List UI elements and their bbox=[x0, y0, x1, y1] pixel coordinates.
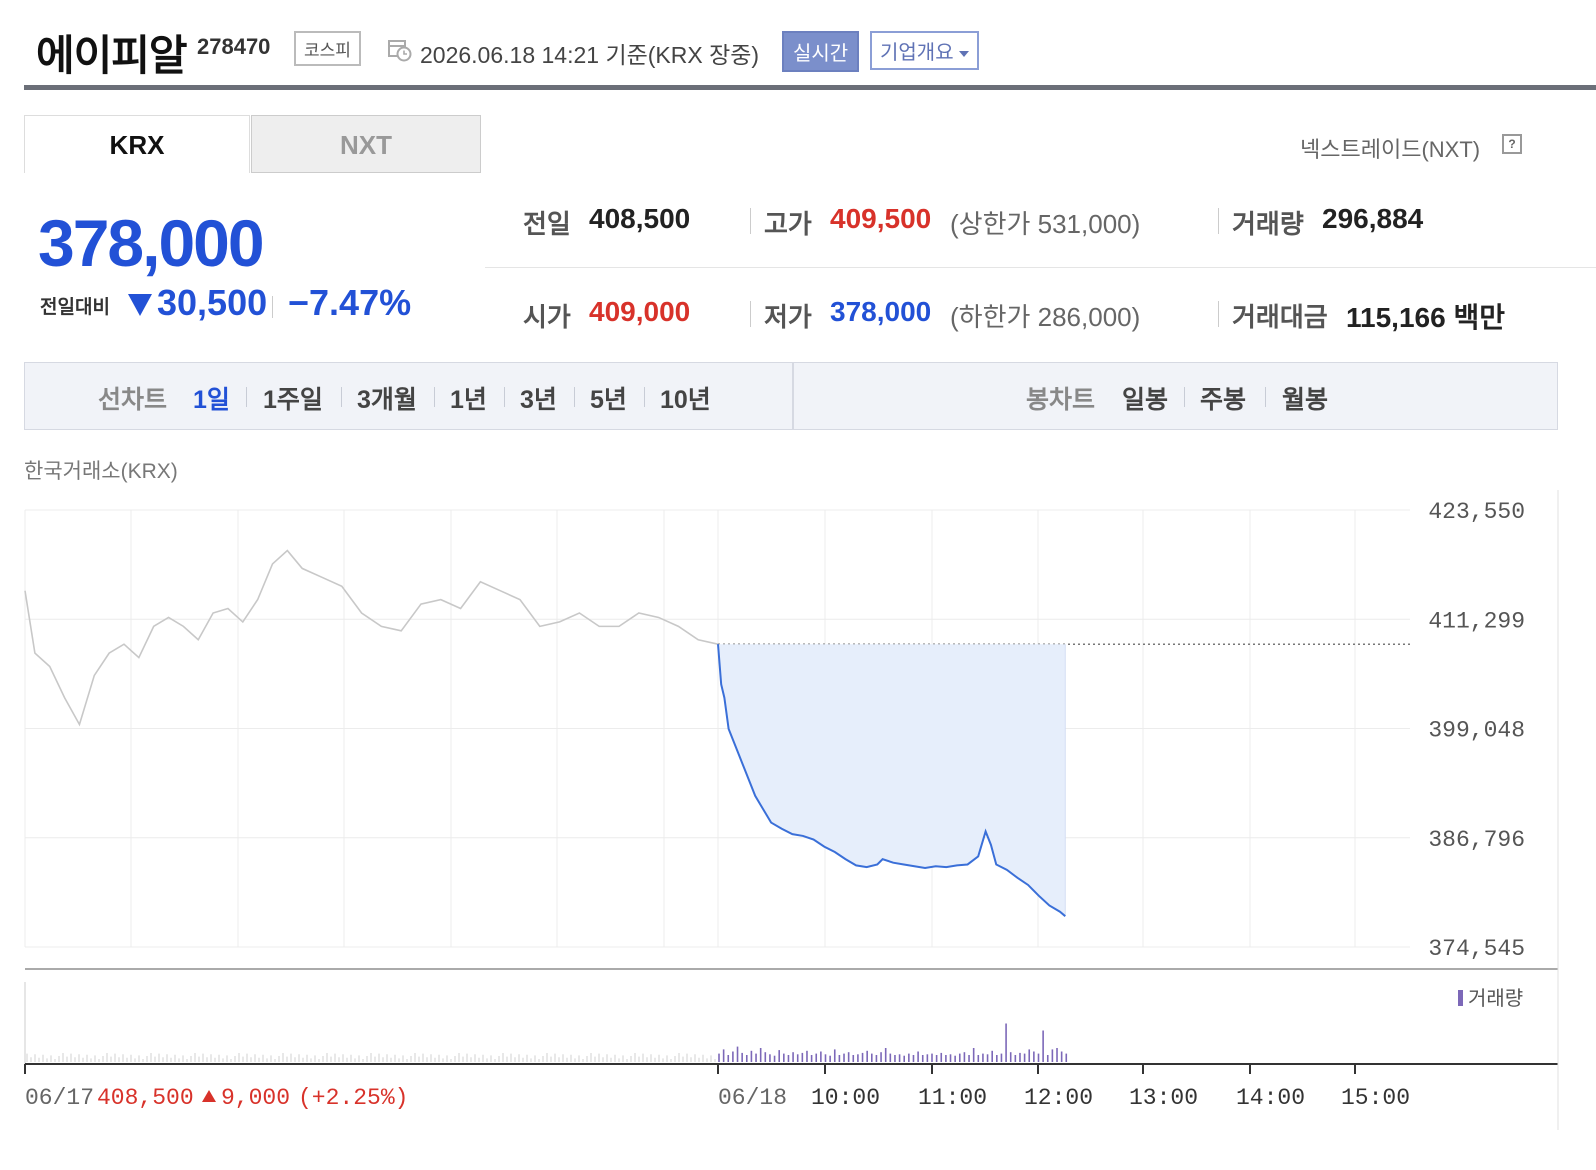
prev-day-change: 9,000 bbox=[221, 1085, 290, 1111]
y-tick-label: 399,048 bbox=[1428, 718, 1525, 744]
market-badge: 코스피 bbox=[294, 31, 361, 66]
change-separator bbox=[272, 296, 273, 318]
lower-limit: (하한가 286,000) bbox=[950, 302, 1141, 332]
volume-label: 거래량 bbox=[1232, 209, 1304, 239]
exchange-label: 한국거래소(KRX) bbox=[24, 460, 178, 483]
period-separator bbox=[1184, 387, 1185, 407]
tab-krx[interactable]: KRX bbox=[24, 115, 250, 173]
nxt-info-link[interactable]: 넥스트레이드(NXT) bbox=[1300, 137, 1481, 162]
trade-value-label: 거래대금 bbox=[1232, 302, 1328, 332]
prev-day-close: 408,500 bbox=[97, 1085, 194, 1111]
stat-separator bbox=[750, 208, 751, 234]
timestamp: 2026.06.18 14:21 기준(KRX 장중) bbox=[420, 42, 760, 68]
change-value: 30,500 bbox=[157, 282, 268, 323]
down-arrow-icon bbox=[128, 294, 152, 316]
company-name: 에이피알 bbox=[36, 32, 188, 79]
period-3m[interactable]: 3개월 bbox=[357, 386, 417, 414]
high-value: 409,500 bbox=[830, 203, 932, 234]
y-tick-label: 374,545 bbox=[1428, 936, 1525, 962]
chart-series bbox=[24, 549, 1410, 917]
period-separator bbox=[341, 387, 342, 407]
prev-close-value: 408,500 bbox=[589, 203, 691, 234]
chart-period-bar bbox=[24, 362, 1558, 430]
line-chart-label: 선차트 bbox=[98, 386, 168, 414]
prev-day-percent: (+2.25%) bbox=[298, 1085, 408, 1111]
period-separator bbox=[574, 387, 575, 407]
stat-separator bbox=[750, 301, 751, 327]
candle-chart-label: 봉차트 bbox=[1026, 386, 1096, 414]
x-tick-label: 13:00 bbox=[1129, 1085, 1198, 1111]
x-tick-label: 14:00 bbox=[1236, 1085, 1305, 1111]
x-tick-label: 11:00 bbox=[918, 1085, 987, 1111]
period-10y[interactable]: 10년 bbox=[660, 386, 711, 414]
period-1w[interactable]: 1주일 bbox=[263, 386, 323, 414]
candle-daily[interactable]: 일봉 bbox=[1122, 386, 1169, 414]
period-bar-divider bbox=[792, 363, 794, 429]
chevron-down-icon bbox=[958, 50, 969, 57]
prev-day-date: 06/17 bbox=[25, 1085, 94, 1111]
prev-close-label: 전일 bbox=[523, 209, 571, 239]
realtime-badge: 실시간 bbox=[782, 31, 860, 72]
y-tick-label: 411,299 bbox=[1428, 608, 1525, 634]
x-tick-label: 15:00 bbox=[1341, 1085, 1410, 1111]
y-tick-label: 423,550 bbox=[1428, 499, 1525, 525]
period-separator bbox=[504, 387, 505, 407]
open-label: 시가 bbox=[523, 302, 571, 332]
today-area-fill bbox=[718, 644, 1066, 917]
stat-separator bbox=[1218, 301, 1219, 327]
high-label: 고가 bbox=[764, 209, 812, 239]
x-tick-label: 06/18 bbox=[718, 1085, 787, 1111]
upper-limit: (상한가 531,000) bbox=[950, 209, 1141, 239]
up-arrow-icon bbox=[202, 1090, 216, 1102]
stats-divider bbox=[485, 267, 1596, 268]
stat-separator bbox=[1218, 208, 1219, 234]
volume-legend-label: 거래량 bbox=[1468, 987, 1523, 1010]
volume-bars bbox=[26, 1023, 1068, 1062]
stock-code: 278470 bbox=[197, 34, 271, 59]
x-tick-label: 10:00 bbox=[811, 1085, 880, 1111]
period-5y[interactable]: 5년 bbox=[590, 386, 627, 414]
today-price-line bbox=[717, 644, 1066, 917]
chart-axes: 423,550 411,299 399,048 386,796 374,545 거래량 06… bbox=[24, 490, 1559, 1130]
current-price: 378,000 bbox=[38, 206, 265, 280]
candle-monthly[interactable]: 월봉 bbox=[1282, 386, 1329, 414]
volume-value: 296,884 bbox=[1322, 203, 1424, 234]
x-tick-label: 12:00 bbox=[1024, 1085, 1093, 1111]
period-3y[interactable]: 3년 bbox=[520, 386, 557, 414]
period-separator bbox=[246, 387, 247, 407]
company-info-button[interactable]: 기업개요 bbox=[870, 31, 979, 70]
low-value: 378,000 bbox=[830, 296, 932, 327]
volume-legend-swatch bbox=[1458, 990, 1463, 1006]
trade-value-value: 115,166 백만 bbox=[1346, 302, 1505, 333]
period-separator bbox=[434, 387, 435, 407]
period-separator bbox=[1265, 387, 1266, 407]
prev-day-line bbox=[24, 549, 719, 727]
popup-icon[interactable]: ? bbox=[1502, 134, 1522, 154]
period-separator bbox=[644, 387, 645, 407]
change-label: 전일대비 bbox=[40, 297, 110, 318]
y-tick-label: 386,796 bbox=[1428, 827, 1525, 853]
low-label: 저가 bbox=[764, 302, 812, 332]
candle-weekly[interactable]: 주봉 bbox=[1200, 386, 1247, 414]
tab-nxt[interactable]: NXT bbox=[251, 115, 481, 173]
header-divider bbox=[24, 85, 1596, 90]
company-info-label: 기업개요 bbox=[880, 42, 954, 64]
calendar-clock-icon bbox=[388, 40, 412, 62]
open-value: 409,000 bbox=[589, 296, 691, 327]
period-1y[interactable]: 1년 bbox=[450, 386, 487, 414]
chart-grid bbox=[24, 509, 1410, 948]
change-percent: −7.47% bbox=[288, 282, 412, 323]
intraday-price-chart: 423,550 411,299 399,048 386,796 374,545 거래량 06… bbox=[24, 490, 1559, 1130]
period-1d[interactable]: 1일 bbox=[193, 386, 230, 414]
